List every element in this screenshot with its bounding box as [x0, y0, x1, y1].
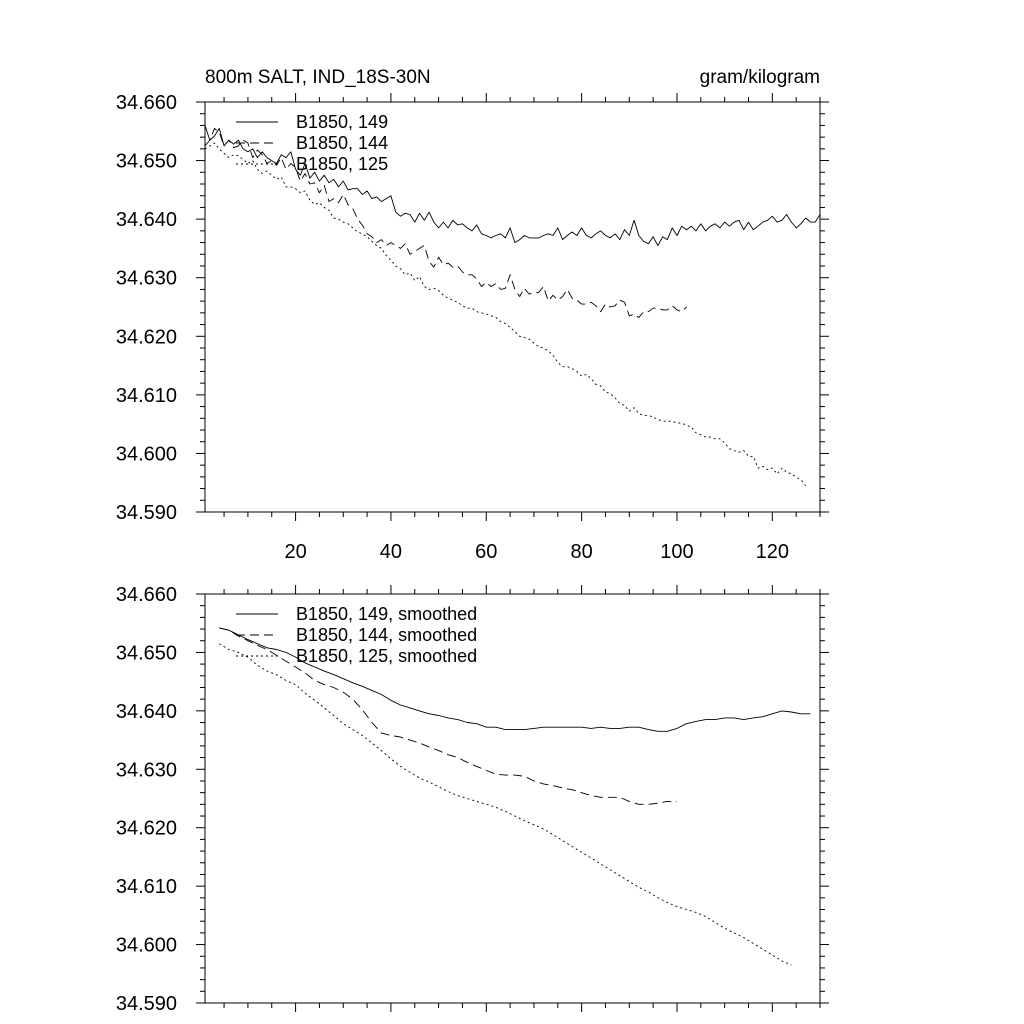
y-tick-label: 34.660: [116, 92, 177, 114]
series-line-dashed: [219, 627, 677, 805]
legend-label: B1850, 144, smoothed: [296, 625, 477, 645]
y-tick-label: 34.630: [116, 759, 177, 781]
x-tick-label: 80: [571, 541, 593, 563]
y-tick-label: 34.620: [116, 818, 177, 840]
series-line-dotted: [204, 142, 807, 486]
y-tick-label: 34.590: [116, 993, 177, 1015]
y-tick-label: 34.640: [116, 701, 177, 723]
legend-label: B1850, 144: [296, 133, 388, 153]
legend-label: B1850, 125: [296, 154, 388, 174]
legend-label: B1850, 149: [296, 112, 388, 132]
y-tick-label: 34.630: [116, 268, 177, 290]
y-tick-label: 34.660: [116, 584, 177, 606]
plot-frame: [204, 101, 821, 513]
series-line-solid: [204, 125, 821, 246]
y-tick-label: 34.620: [116, 326, 177, 348]
x-tick-label: 20: [284, 541, 306, 563]
y-tick-label: 34.610: [116, 876, 177, 898]
series-line-solid: [219, 627, 811, 732]
y-tick-label: 34.650: [116, 151, 177, 173]
chart-title: 800m SALT, IND_18S-30N: [205, 67, 431, 88]
series-line-dashed: [204, 127, 687, 318]
legend-label: B1850, 125, smoothed: [296, 646, 477, 666]
plot-frame: [204, 593, 821, 1004]
x-tick-label: 40: [380, 541, 402, 563]
y-tick-label: 34.650: [116, 642, 177, 664]
top-panel: 800m SALT, IND_18S-30N gram/kilogram 34.…: [116, 67, 829, 563]
x-tick-label: 100: [660, 541, 693, 563]
legend-label: B1850, 149, smoothed: [296, 604, 477, 624]
series-line-dotted: [219, 643, 792, 966]
y-tick-label: 34.600: [116, 935, 177, 957]
bottom-panel: 34.660 34.650 34.640 34.630 34.620 34.610 34.6…: [116, 584, 829, 1015]
y-tick-label: 34.610: [116, 385, 177, 407]
x-tick-label: 60: [475, 541, 497, 563]
y-tick-label: 34.600: [116, 443, 177, 465]
y-tick-label: 34.590: [116, 502, 177, 524]
x-tick-label: 120: [756, 541, 789, 563]
y-tick-label: 34.640: [116, 209, 177, 231]
units-label: gram/kilogram: [700, 67, 820, 88]
